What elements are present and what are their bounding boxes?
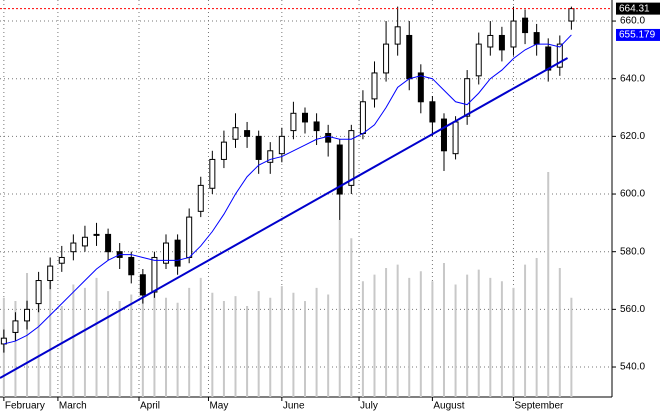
x-tick-label: February	[5, 401, 45, 412]
candle-body	[139, 274, 146, 296]
y-tick-label: 560.0	[620, 304, 645, 315]
candle-body	[151, 256, 158, 293]
candle-body	[186, 216, 193, 258]
candle-body	[209, 158, 216, 189]
candle-body	[371, 72, 378, 100]
candle-body	[35, 280, 42, 305]
candle-body	[81, 236, 88, 247]
y-tick-label: 580.0	[620, 246, 645, 257]
candle-body	[313, 121, 320, 132]
candle-body	[359, 101, 366, 134]
moving-average	[3, 34, 572, 345]
candle-body	[475, 43, 482, 77]
x-tick-label: April	[140, 401, 160, 412]
candle-body	[278, 135, 285, 155]
candle-body	[302, 112, 308, 123]
x-tick-label: July	[360, 401, 378, 412]
y-tick-label: 540.0	[620, 362, 645, 373]
candle-body	[556, 43, 563, 68]
candle-body	[47, 265, 54, 282]
ma-label: 655.179	[619, 30, 656, 41]
last-price-label: 664.31	[619, 3, 650, 14]
candle-body	[429, 101, 436, 123]
candle-body	[244, 130, 251, 137]
candle-body	[267, 150, 274, 163]
candle-body	[522, 17, 529, 34]
candle-body	[487, 34, 494, 48]
candle-body	[220, 141, 227, 160]
candle-body	[70, 242, 77, 253]
ma-box	[616, 28, 660, 41]
candle-body	[510, 20, 517, 48]
candle-body	[255, 135, 262, 160]
candle-body	[348, 130, 355, 186]
candle-body	[197, 184, 204, 212]
candle-body	[58, 256, 65, 264]
candle-body	[24, 308, 31, 322]
candle-body	[163, 242, 170, 264]
candle-body	[533, 32, 540, 45]
candle-body	[128, 256, 135, 276]
y-tick-label: 640.0	[620, 73, 645, 84]
y-tick-label: 620.0	[620, 131, 645, 142]
candle-body	[498, 34, 505, 51]
last-price-box	[616, 2, 660, 15]
x-tick-label: August	[433, 401, 464, 412]
x-tick-label: June	[283, 401, 305, 412]
candle-body	[464, 78, 471, 117]
x-tick-label: September	[514, 401, 564, 412]
candle-body	[417, 72, 424, 103]
candle-body	[383, 43, 390, 74]
candle-body	[452, 121, 459, 155]
candle-body	[568, 8, 575, 22]
candle-body	[290, 112, 297, 132]
candle-body	[440, 118, 447, 152]
candle-body	[336, 144, 343, 195]
candle-body	[232, 127, 239, 140]
candle-body	[105, 233, 112, 253]
candle-body	[406, 34, 413, 80]
x-tick-label: March	[59, 401, 87, 412]
candle-body	[325, 132, 332, 143]
candle-body	[174, 239, 181, 267]
y-tick-label: 600.0	[620, 189, 645, 200]
candle-body	[12, 320, 19, 333]
candle-body	[545, 46, 552, 71]
y-tick-label: 660.0	[620, 16, 645, 27]
x-tick-label: May	[209, 401, 228, 412]
trendline	[0, 57, 569, 379]
candle-body	[93, 233, 100, 236]
candle-body	[394, 26, 401, 45]
